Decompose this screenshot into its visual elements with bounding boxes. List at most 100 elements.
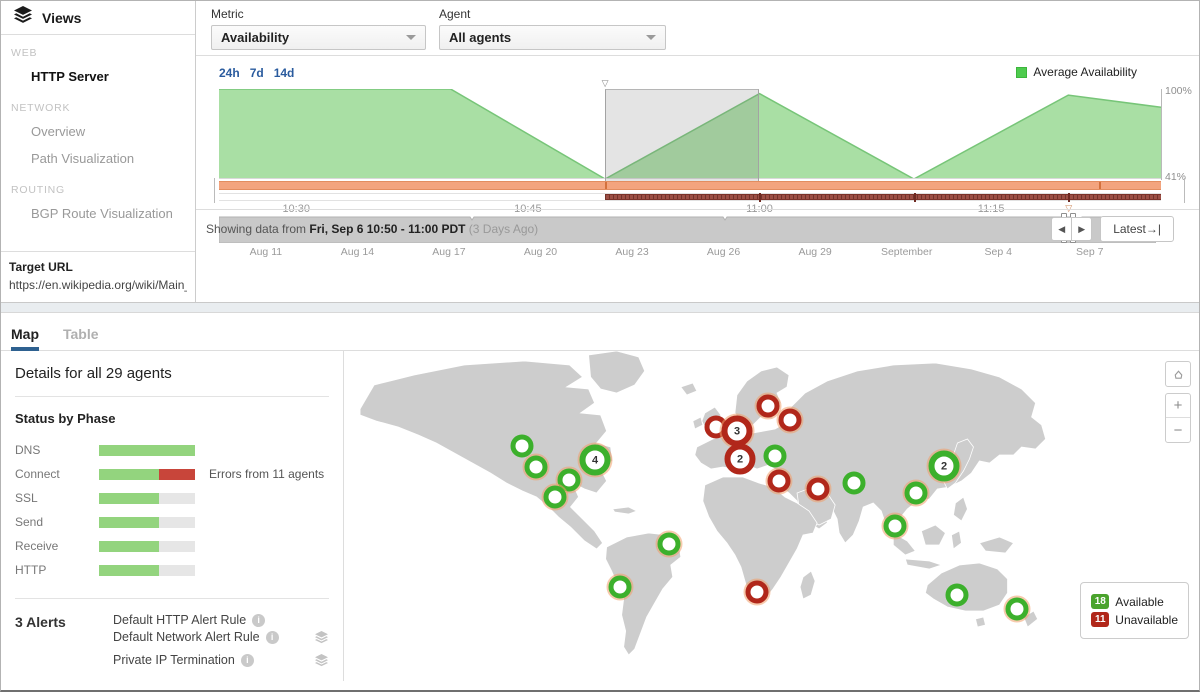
agent-marker-unavailable[interactable]: 2 xyxy=(724,443,756,475)
bottom-section: Map Table Details for all 29 agents Stat… xyxy=(1,313,1199,681)
agent-marker-unavailable[interactable] xyxy=(778,408,802,432)
phase-row-receive: Receive xyxy=(15,534,329,558)
controls-row: Metric Availability Agent All agents xyxy=(196,1,1199,56)
agent-marker-unavailable[interactable]: 3 xyxy=(721,415,753,447)
sidebar-nav: WEB HTTP Server NETWORK Overview Path Visual… xyxy=(1,35,195,227)
agent-marker-unavailable[interactable] xyxy=(745,580,769,604)
context-tick-label: Sep 4 xyxy=(984,246,1012,258)
agent-select[interactable]: All agents xyxy=(439,25,666,50)
alert-band-tick xyxy=(914,193,916,202)
phase-status-bar[interactable] xyxy=(99,468,195,480)
home-icon xyxy=(1174,369,1182,379)
status-by-phase-title: Status by Phase xyxy=(15,411,116,426)
y-min-label: 41% xyxy=(1165,171,1187,183)
alert-band-tick xyxy=(605,182,607,189)
agent-marker-unavailable[interactable] xyxy=(767,469,791,493)
agent-marker-available[interactable] xyxy=(608,575,632,599)
agent-marker-available[interactable] xyxy=(510,434,534,458)
alerts-block: 3 Alerts Default HTTP Alert Rule i Default… xyxy=(15,598,329,670)
chart-panel: Metric Availability Agent All agents 24h… xyxy=(196,1,1199,302)
agent-marker-available[interactable] xyxy=(842,471,866,495)
network-alert-track[interactable] xyxy=(219,193,1161,202)
time-selection-region[interactable] xyxy=(605,89,760,181)
network-alert-band xyxy=(605,194,1161,200)
island-ireland xyxy=(692,416,704,430)
phase-status-bar[interactable] xyxy=(99,444,195,456)
map-zoom-in-button[interactable]: + xyxy=(1166,394,1190,418)
island-iceland xyxy=(680,382,698,396)
info-icon[interactable]: i xyxy=(252,613,266,627)
phase-status-bar[interactable] xyxy=(99,564,195,576)
context-tick-label: Sep 7 xyxy=(1076,246,1104,258)
info-icon[interactable]: i xyxy=(240,653,254,667)
alert-rule-row[interactable]: Default Network Alert Rule i xyxy=(113,630,329,644)
context-tick-label: Aug 26 xyxy=(706,246,741,258)
agent-marker-available[interactable] xyxy=(1005,597,1029,621)
tab-map[interactable]: Map xyxy=(11,326,39,351)
phase-status-bar[interactable] xyxy=(99,540,195,552)
islands-caribbean xyxy=(611,506,638,515)
range-tab-7d[interactable]: 7d xyxy=(249,66,264,80)
agent-marker-available[interactable] xyxy=(557,468,581,492)
next-round-button[interactable]: ▶ xyxy=(1071,217,1093,241)
agent-marker-available[interactable] xyxy=(945,583,969,607)
agent-marker-available[interactable] xyxy=(763,444,787,468)
target-url-value[interactable]: https://en.wikipedia.org/wiki/Main_P... xyxy=(9,278,187,292)
agent-marker-available[interactable]: 4 xyxy=(579,444,611,476)
context-tick-label: Aug 29 xyxy=(798,246,832,258)
layers-icon[interactable] xyxy=(314,630,329,644)
alert-rule-row[interactable]: Private IP Termination i xyxy=(113,653,329,667)
island-java xyxy=(904,558,943,570)
island-tasmania xyxy=(974,616,986,628)
map-home-button[interactable] xyxy=(1165,361,1191,387)
phase-status-bar[interactable] xyxy=(99,516,195,528)
range-tab-24h[interactable]: 24h xyxy=(219,66,240,80)
agent-marker-unavailable[interactable] xyxy=(806,477,830,501)
y-max-label: 100% xyxy=(1165,85,1192,97)
tab-table[interactable]: Table xyxy=(63,326,99,342)
brush-handle-icon[interactable]: ▽ xyxy=(1065,203,1073,213)
top-section: Views WEB HTTP Server NETWORK Overview Path … xyxy=(1,1,1199,303)
selection-handle-icon[interactable]: ▽ xyxy=(601,78,609,88)
prev-round-button[interactable]: ◀ xyxy=(1051,217,1072,241)
layers-icon[interactable] xyxy=(314,653,329,667)
island-madagascar xyxy=(799,570,816,600)
alert-band-tick xyxy=(1099,182,1101,189)
alert-rule-row[interactable]: Default HTTP Alert Rule i xyxy=(113,613,329,627)
sidebar-item-http-server[interactable]: HTTP Server xyxy=(31,69,109,84)
agent-marker-unavailable[interactable] xyxy=(756,394,780,418)
availability-chart[interactable] xyxy=(219,89,1161,179)
chart-legend: Average Availability xyxy=(1016,65,1137,79)
latest-button[interactable]: Latest→| xyxy=(1100,216,1174,242)
agent-marker-available[interactable]: 2 xyxy=(928,450,960,482)
phase-ok-segment xyxy=(99,516,159,528)
metric-control: Metric Availability xyxy=(211,7,426,50)
info-icon[interactable]: i xyxy=(265,630,279,644)
map-zoom-out-button[interactable]: − xyxy=(1173,421,1183,439)
availability-line xyxy=(219,89,1161,179)
sidebar-item-overview[interactable]: Overview xyxy=(31,124,86,139)
http-alert-band[interactable] xyxy=(219,181,1161,190)
agent-marker-available[interactable] xyxy=(883,514,907,538)
phase-error-segment xyxy=(158,468,195,480)
phase-ok-segment xyxy=(99,540,159,552)
alert-rules: Default HTTP Alert Rule i Default Network … xyxy=(113,613,329,670)
metric-value: Availability xyxy=(221,30,290,45)
chevron-down-icon xyxy=(406,35,416,40)
phase-status-bar[interactable] xyxy=(99,492,195,504)
views-sidebar: Views WEB HTTP Server NETWORK Overview Path … xyxy=(1,1,196,302)
agent-marker-available[interactable] xyxy=(524,455,548,479)
agent-marker-available[interactable] xyxy=(657,532,681,556)
agent-control: Agent All agents xyxy=(439,7,666,50)
metric-select[interactable]: Availability xyxy=(211,25,426,50)
range-tab-14d[interactable]: 14d xyxy=(273,66,295,80)
agent-marker-available[interactable] xyxy=(904,481,928,505)
phase-ok-segment xyxy=(99,468,159,480)
sidebar-item-bgp-route-visualization[interactable]: BGP Route Visualization xyxy=(31,206,173,221)
details-panel: Details for all 29 agents Status by Phas… xyxy=(1,351,344,681)
sidebar-item-path-visualization[interactable]: Path Visualization xyxy=(31,151,135,166)
metric-label: Metric xyxy=(211,7,244,21)
agent-marker-available[interactable] xyxy=(543,485,567,509)
